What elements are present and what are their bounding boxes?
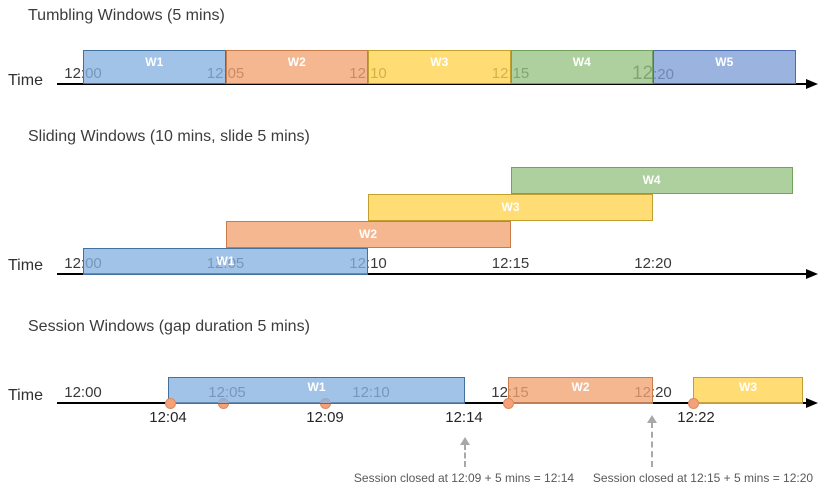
sliding-window-w2: [225, 221, 511, 248]
tumbling-window-w3-label: W3: [430, 55, 449, 69]
session-window-w2: [508, 377, 653, 404]
callout-arrow-head-2: [647, 415, 657, 423]
event-dot-5: [687, 397, 699, 409]
tumbling-window-w1: [83, 50, 226, 84]
tumbling-window-w2-label: W2: [287, 55, 306, 69]
sliding-window-w4-label: W4: [642, 173, 661, 187]
tumbling-window-w4-label: W4: [572, 55, 591, 69]
session-axis-arrowhead-icon: [806, 398, 818, 408]
sliding-tick-12-15: 12:15: [491, 255, 530, 272]
session-window-w1: [168, 377, 465, 404]
sliding-window-w3: [368, 194, 653, 221]
tumbling-window-w3: [368, 50, 511, 84]
session-window-w3-label: W3: [739, 380, 757, 394]
tumbling-window-w5-label: W5: [715, 55, 734, 69]
callout-text-2: Session closed at 12:15 + 5 mins = 12:20: [592, 471, 814, 485]
callout-text-1: Session closed at 12:09 + 5 mins = 12:14: [353, 471, 575, 485]
tumbling-axis-arrowhead-icon: [806, 79, 818, 89]
callout-arrow-head-1: [460, 437, 470, 445]
tumbling-window-w4: [510, 50, 653, 84]
sliding-section-title: Sliding Windows (10 mins, slide 5 mins): [28, 128, 310, 145]
tumbling-time-axis-label: Time: [8, 72, 43, 89]
event-time-label-12-04: 12:04: [149, 409, 187, 426]
event-dot-4: [502, 397, 514, 409]
sliding-window-w4: [510, 167, 793, 194]
event-dot-1: [164, 397, 176, 409]
callout-arrow-line-1: [464, 444, 466, 467]
session-window-w1-label: W1: [307, 380, 326, 394]
sliding-window-w1-label: W1: [216, 254, 235, 268]
session-time-axis-label: Time: [8, 387, 43, 404]
tumbling-window-w1-label: W1: [145, 55, 164, 69]
event-time-label-12-14: 12:14: [445, 409, 483, 426]
session-section-title: Session Windows (gap duration 5 mins): [28, 318, 310, 335]
session-window-w3: [693, 377, 803, 404]
tumbling-window-w2: [225, 50, 368, 84]
sliding-axis-arrowhead-icon: [806, 269, 818, 279]
sliding-window-w2-label: W2: [359, 227, 377, 241]
sliding-window-w3-label: W3: [501, 200, 520, 214]
event-time-label-12-22: 12:22: [677, 409, 715, 426]
sliding-time-axis-label: Time: [8, 257, 43, 274]
sliding-window-w1: [83, 248, 368, 275]
sliding-tick-12-20: 12:20: [634, 255, 672, 272]
sliding-time-axis: [57, 273, 807, 275]
session-window-w2-label: W2: [571, 380, 590, 394]
tumbling-window-w5: [653, 50, 796, 84]
callout-arrow-line-2: [651, 422, 653, 467]
session-tick-12-00: 12:00: [64, 384, 102, 401]
tumbling-section-title: Tumbling Windows (5 mins): [28, 7, 225, 24]
tumbling-time-axis: [57, 83, 807, 85]
event-time-label-12-09: 12:09: [306, 409, 344, 426]
